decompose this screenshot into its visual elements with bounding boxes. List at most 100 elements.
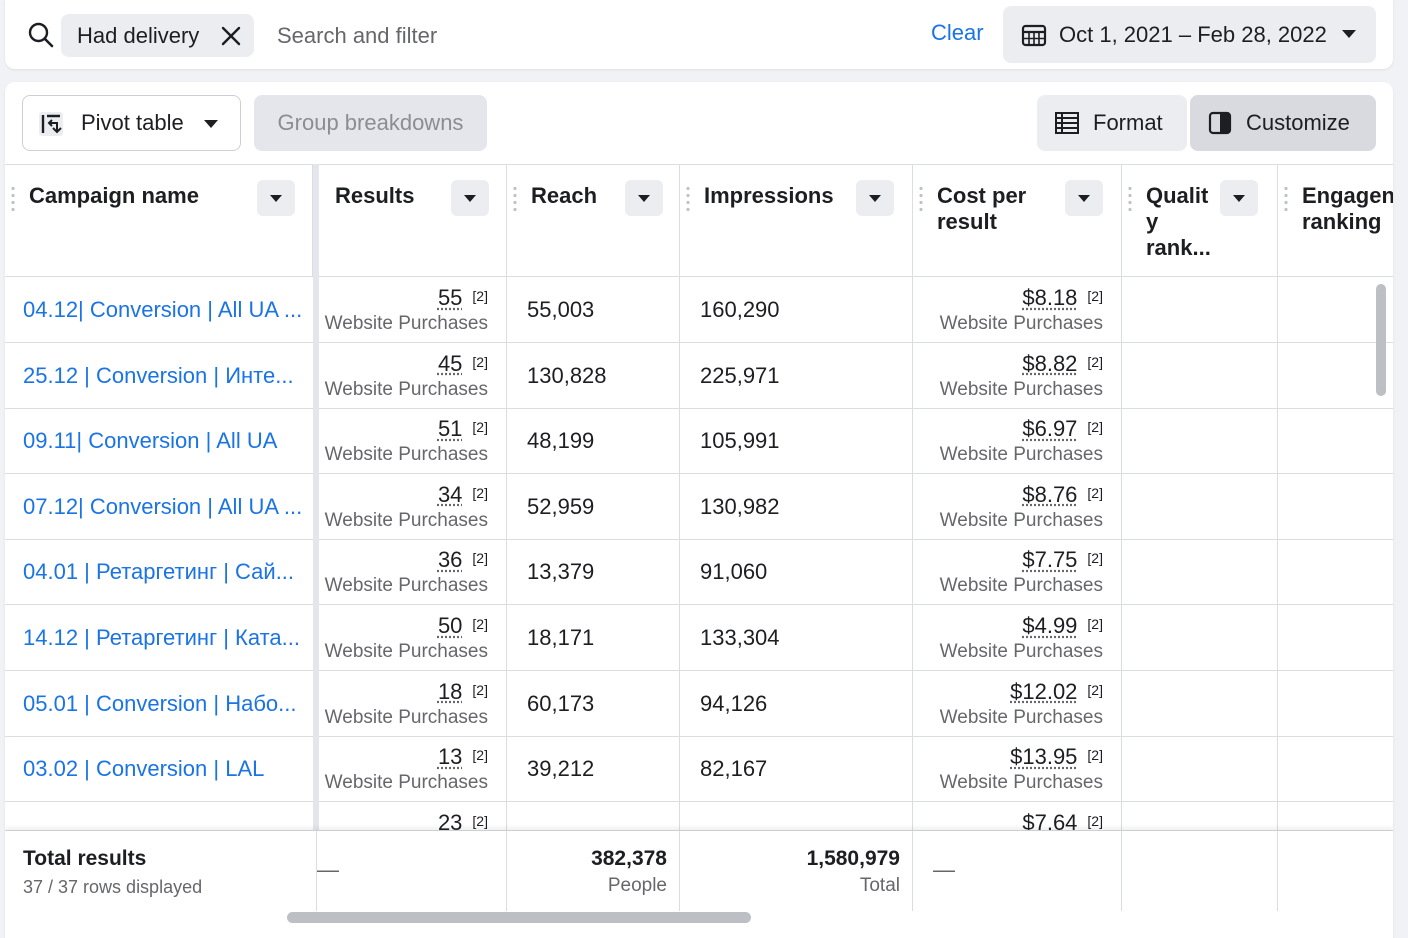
cost-value[interactable]: $8.18 <box>1022 285 1078 310</box>
cost-value[interactable]: $8.76 <box>1022 481 1078 507</box>
campaign-link[interactable]: 03.02 | Conversion | LAL <box>23 756 265 782</box>
column-header-impressions[interactable]: Impressions <box>680 164 913 277</box>
table-row[interactable]: 25.12 | Conversion | Инте... 45 [2] Website… <box>5 342 1393 409</box>
close-icon[interactable] <box>218 23 244 49</box>
date-range-picker[interactable]: Oct 1, 2021 – Feb 28, 2022 <box>1003 6 1376 63</box>
results-footnote[interactable]: [2] <box>472 681 488 698</box>
results-value[interactable]: 51 <box>437 416 463 442</box>
search-input[interactable] <box>267 14 907 57</box>
pivot-table-button[interactable]: Pivot table <box>22 95 241 151</box>
column-menu-button[interactable] <box>451 180 489 216</box>
campaign-link[interactable]: 25.12 | Conversion | Инте... <box>23 362 294 388</box>
table-row[interactable]: 04.01 | Ретаргетинг | Сай... 36 [2] Website… <box>5 539 1393 606</box>
calendar-icon <box>1021 24 1047 47</box>
results-footnote[interactable]: [2] <box>472 288 488 304</box>
results-footnote[interactable]: [2] <box>472 550 488 567</box>
campaign-link[interactable]: 07.12| Conversion | All UA ... <box>23 493 303 519</box>
results-footnote[interactable]: [2] <box>472 419 488 436</box>
table-row[interactable]: 04.12| Conversion | All UA ... 55 [2] Websi… <box>5 277 1393 343</box>
column-menu-button[interactable] <box>856 180 894 216</box>
table-row[interactable]: 07.12| Conversion | All UA ... 34 [2] Websi… <box>5 473 1393 540</box>
results-value[interactable]: 36 <box>437 547 463 573</box>
quality-ranking-cell <box>1122 670 1278 737</box>
results-value[interactable]: 34 <box>437 481 463 507</box>
drag-handle-icon[interactable] <box>1128 185 1132 213</box>
cost-footnote[interactable]: [2] <box>1087 747 1103 764</box>
cost-footnote[interactable]: [2] <box>1087 288 1103 304</box>
table-row[interactable]: 03.02 | Conversion | LAL 13 [2] Website Pur… <box>5 736 1393 803</box>
table-row[interactable]: 05.01 | Conversion | Набо... 18 [2] Website… <box>5 670 1393 737</box>
results-value[interactable]: 13 <box>437 744 463 770</box>
results-footnote[interactable]: [2] <box>472 353 488 370</box>
results-value[interactable]: 50 <box>437 613 463 638</box>
campaign-link[interactable]: 09.11| Conversion | All UA <box>23 428 278 454</box>
campaign-link[interactable]: 04.01 | Ретаргетинг | Сай... <box>23 559 295 585</box>
results-footnote[interactable]: [2] <box>472 747 488 764</box>
cost-footnote[interactable]: [2] <box>1087 550 1103 567</box>
cost-footnote[interactable]: [2] <box>1087 681 1103 698</box>
cost-value[interactable]: $4.99 <box>1022 613 1078 638</box>
metric-value: 51 [2] Website Purchases <box>325 416 488 466</box>
group-breakdowns-button[interactable]: Group breakdowns <box>254 95 487 151</box>
cost-value[interactable]: $13.95 <box>1010 744 1078 770</box>
results-value[interactable]: 55 <box>437 285 463 310</box>
metric-value: $4.99 [2] Website Purchases <box>940 613 1103 663</box>
cost-footnote[interactable]: [2] <box>1087 484 1103 501</box>
results-footnote[interactable]: [2] <box>472 812 488 829</box>
cost-value[interactable]: $12.02 <box>1010 678 1078 704</box>
totals-impressions-cell: 1,580,979 Total <box>680 831 913 911</box>
cost-value[interactable]: $8.82 <box>1022 350 1078 376</box>
column-header-quality-ranking[interactable]: Qualit y rank... <box>1122 164 1278 277</box>
drag-handle-icon[interactable] <box>919 185 923 213</box>
column-menu-button[interactable] <box>257 180 295 216</box>
filter-chip[interactable]: Had delivery <box>61 14 254 57</box>
cost-footnote[interactable]: [2] <box>1087 353 1103 370</box>
search-icon[interactable] <box>27 21 55 49</box>
results-value[interactable]: 18 <box>437 678 463 704</box>
campaign-link[interactable]: 04.12| Conversion | All UA ... <box>23 297 303 322</box>
column-header-label: Campaign name <box>29 183 199 208</box>
table-row[interactable]: 14.12 | Ретаргетинг | Ката... 50 [2] Websit… <box>5 605 1393 671</box>
campaign-name-cell: 14.12 | Ретаргетинг | Ката... <box>5 605 319 671</box>
drag-handle-icon[interactable] <box>1284 185 1288 213</box>
customize-button[interactable]: Customize <box>1190 95 1376 151</box>
format-button[interactable]: Format <box>1037 95 1187 151</box>
drag-handle-icon[interactable] <box>513 185 517 213</box>
engagement-ranking-cell <box>1278 408 1393 474</box>
clear-button[interactable]: Clear <box>931 20 984 45</box>
column-menu-button[interactable] <box>1220 180 1258 216</box>
horizontal-scrollbar[interactable] <box>287 912 751 923</box>
engagement-ranking-cell <box>1278 671 1393 737</box>
results-footnote[interactable]: [2] <box>472 616 488 632</box>
cost-value[interactable]: $7.64 <box>1022 809 1078 830</box>
totals-reach-unit: People <box>607 875 667 896</box>
column-menu-button[interactable] <box>1065 180 1103 216</box>
metric-value: 36 [2] Website Purchases <box>325 547 488 597</box>
column-menu-button[interactable] <box>625 180 663 216</box>
results-value[interactable]: 45 <box>437 350 463 376</box>
table-row[interactable]: 23 [2] $7.64 [2] <box>5 801 1393 830</box>
drag-handle-icon[interactable] <box>686 185 690 213</box>
cost-value[interactable]: $7.75 <box>1022 547 1078 573</box>
results-value[interactable]: 23 <box>437 809 463 830</box>
impressions-value: 130,982 <box>700 493 780 519</box>
cost-footnote[interactable]: [2] <box>1087 419 1103 436</box>
campaign-link[interactable]: 14.12 | Ретаргетинг | Ката... <box>23 625 300 650</box>
column-header-reach[interactable]: Reach <box>507 164 680 277</box>
column-header-engagement-ranking[interactable]: Engagen ranking <box>1278 164 1393 277</box>
column-header-campaign[interactable]: Campaign name <box>5 164 313 277</box>
cost-footnote[interactable]: [2] <box>1087 812 1103 829</box>
panel-icon <box>1208 111 1232 135</box>
metric-value: $6.97 [2] Website Purchases <box>940 416 1103 466</box>
cost-footnote[interactable]: [2] <box>1087 616 1103 632</box>
campaign-link[interactable]: 05.01 | Conversion | Набо... <box>23 690 297 716</box>
vertical-scrollbar[interactable] <box>1376 284 1386 396</box>
impressions-value: 225,971 <box>700 362 780 388</box>
campaign-name-cell <box>5 801 319 830</box>
drag-handle-icon[interactable] <box>11 185 15 213</box>
results-footnote[interactable]: [2] <box>472 484 488 501</box>
column-header-results[interactable]: Results <box>319 164 507 277</box>
table-row[interactable]: 09.11| Conversion | All UA 51 [2] Website P… <box>5 408 1393 475</box>
column-header-cost-per-result[interactable]: Cost per result <box>913 164 1122 277</box>
cost-value[interactable]: $6.97 <box>1022 416 1078 442</box>
